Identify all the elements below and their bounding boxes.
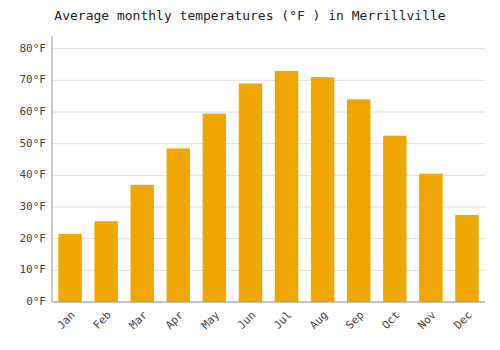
x-tick-label: Jul [271,309,294,332]
bar [419,174,442,302]
x-tick-label: Sep [343,309,366,332]
y-tick-label: 60°F [20,105,47,118]
bar [311,77,334,302]
y-tick-label: 50°F [20,137,47,150]
x-tick-label: Jan [55,309,78,332]
y-tick-label: 30°F [20,200,47,213]
y-tick-label: 10°F [20,263,47,276]
y-tick-label: 70°F [20,73,47,86]
x-tick-label: May [199,308,223,332]
y-tick-label: 80°F [20,42,47,55]
bar [383,136,406,302]
y-axis-line [52,36,53,302]
x-tick-labels: Jan Feb Mar Apr May Jun Jul Aug Sep Oct Nov Dec [55,308,475,332]
bar [347,99,370,302]
bar [130,185,153,302]
x-tick-label: Nov [415,308,439,332]
bar [275,71,298,302]
y-tick-label: 0°F [26,295,46,308]
x-tick-label: Dec [451,309,474,332]
grid-line [52,48,485,49]
x-tick-label: Jun [235,309,258,332]
bar [58,234,81,302]
grid-line [52,112,485,113]
bar [455,215,478,302]
x-tick-label: Feb [91,309,114,332]
y-tick-label: 40°F [20,168,47,181]
x-tick-label: Apr [163,308,187,332]
grid-line [52,143,485,144]
title: Average monthly temperatures (°F ) in Me… [54,8,446,23]
y-tick-labels: 0°F 10°F 20°F 30°F 40°F 50°F 60°F 70°F 80°F [20,42,47,308]
bar [167,148,190,302]
y-grid [52,49,485,302]
chart: 0°F 10°F 20°F 30°F 40°F 50°F 60°F 70°F 80°F Jan Fe… [0,0,500,350]
x-tick-label: Mar [127,308,151,332]
x-tick-label: Oct [379,309,402,332]
bar [203,114,226,302]
bar [239,84,262,303]
x-tick-label: Aug [307,309,330,332]
bars [58,71,478,302]
grid-line [52,302,485,303]
y-tick-label: 20°F [20,232,47,245]
bar [94,221,117,302]
grid-line [52,80,485,81]
x-axis-line [52,302,485,303]
chart-container: 0°F 10°F 20°F 30°F 40°F 50°F 60°F 70°F 80°F Jan Fe… [0,0,500,350]
